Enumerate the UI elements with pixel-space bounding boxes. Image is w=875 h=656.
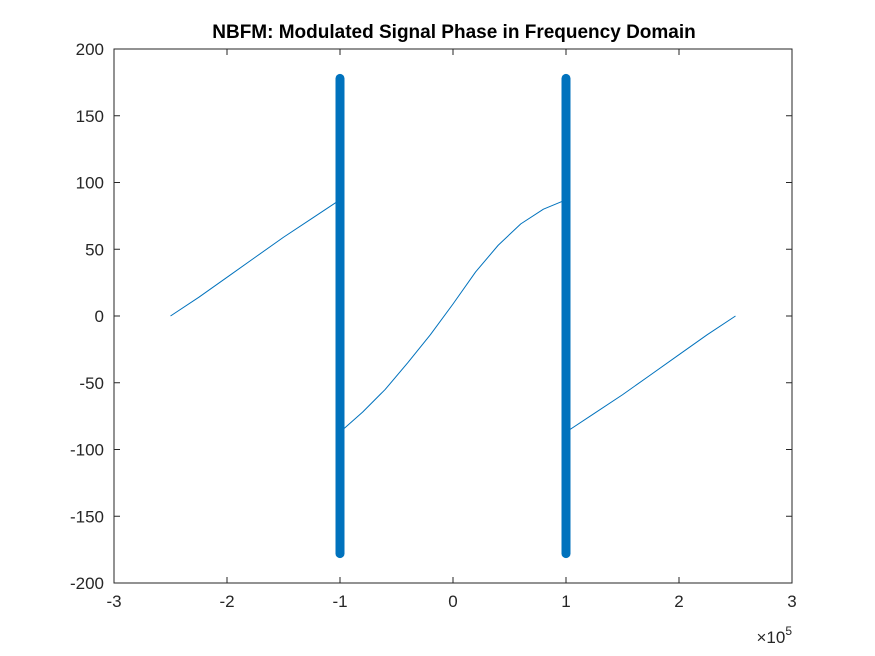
y-tick-label: 150 [76,107,104,126]
y-tick-label: 0 [95,307,104,326]
plot-area [114,49,792,583]
phase-series-line-0 [170,199,341,317]
phase-series-line-2 [565,315,736,433]
y-tick-label: -50 [79,374,104,393]
chart-title: NBFM: Modulated Signal Phase in Frequenc… [212,22,696,43]
plot-frame [113,48,793,584]
x-exponent-base: ×10 [756,628,785,647]
x-tick-label: -2 [219,592,234,611]
x-tick-label: 0 [448,592,457,611]
x-axis-exponent: ×105 [756,624,792,647]
series-layer [170,73,736,559]
x-tick-label: -1 [332,592,347,611]
x-tick-label: 3 [787,592,796,611]
phase-series-line-1 [339,199,567,433]
y-tick-label: -100 [70,441,104,460]
x-exponent-power: 5 [785,624,792,638]
x-tick-label: 1 [561,592,570,611]
y-tick-label: 200 [76,40,104,59]
y-tick-label: -200 [70,574,104,593]
y-tick-label: 50 [85,240,104,259]
x-tick-label: -3 [106,592,121,611]
y-axis-ticks: -200 -150 -100 -50 0 50 100 150 200 [70,40,792,593]
x-tick-label: 2 [674,592,683,611]
y-tick-label: 100 [76,174,104,193]
y-tick-label: -150 [70,507,104,526]
